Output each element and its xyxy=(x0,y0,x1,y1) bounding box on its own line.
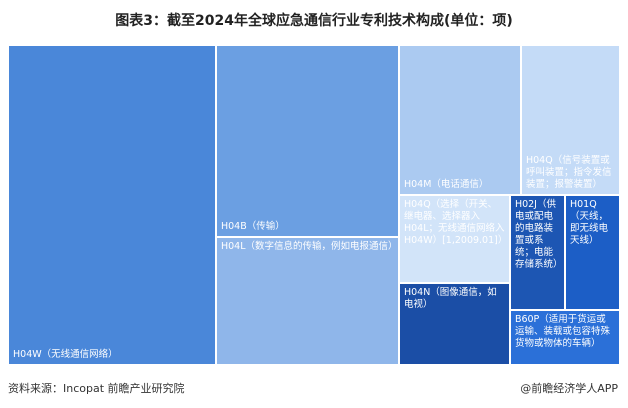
treemap-cell: H04L（数字信息的传输，例如电报通信） xyxy=(215,237,399,365)
cell-label: H04L（数字信息的传输，例如电报通信） xyxy=(220,241,398,253)
chart-title: 图表3：截至2024年全球应急通信行业专利技术构成(单位：项) xyxy=(115,13,513,29)
treemap-cell: H04M（电话通信） xyxy=(398,45,521,195)
treemap-cell: H04W（无线通信网络） xyxy=(8,45,216,365)
cell-label: H04M（电话通信） xyxy=(403,178,489,190)
cell-label: H01Q（天线，即无线电天线） xyxy=(569,198,608,246)
treemap-cell: B60P（适用于货运或运输、装载或包容特殊货物或物体的车辆） xyxy=(509,310,620,365)
source-note: 资料来源：Incopat 前瞻产业研究院 xyxy=(8,382,185,395)
cell-label: H02J（供电或配电的电路装置或系统；电能存储系统） xyxy=(514,198,563,270)
cell-label: H04Q（选择（开关、继电器、选择器入H04L；无线通信网络入H04W）[1,2… xyxy=(403,198,508,246)
cell-label: H04N（图像通信，如电视） xyxy=(403,287,497,310)
treemap-cell: H04N（图像通信，如电视） xyxy=(398,283,510,365)
treemap: H04W（无线通信网络） H04B（传输） H04L（数字信息的传输，例如电报通信）… xyxy=(8,45,620,365)
treemap-cell: H04Q（选择（开关、继电器、选择器入H04L；无线通信网络入H04W）[1,2… xyxy=(398,194,510,283)
cell-label: H04W（无线通信网络） xyxy=(13,349,118,360)
treemap-cell: H02J（供电或配电的电路装置或系统；电能存储系统） xyxy=(509,194,565,310)
treemap-cell: H04B（传输） xyxy=(215,45,399,238)
cell-label: H04Q（信号装置或呼叫装置；指令发信装置；报警装置） xyxy=(525,154,612,190)
treemap-cell: H04Q（信号装置或呼叫装置；指令发信装置；报警装置） xyxy=(520,45,620,195)
cell-label: H04B（传输） xyxy=(220,221,285,233)
credit: @前瞻经济学人APP xyxy=(520,382,618,395)
cell-label: B60P（适用于货运或运输、装载或包容特殊货物或物体的车辆） xyxy=(514,314,610,350)
treemap-cell: H01Q（天线，即无线电天线） xyxy=(564,194,620,310)
